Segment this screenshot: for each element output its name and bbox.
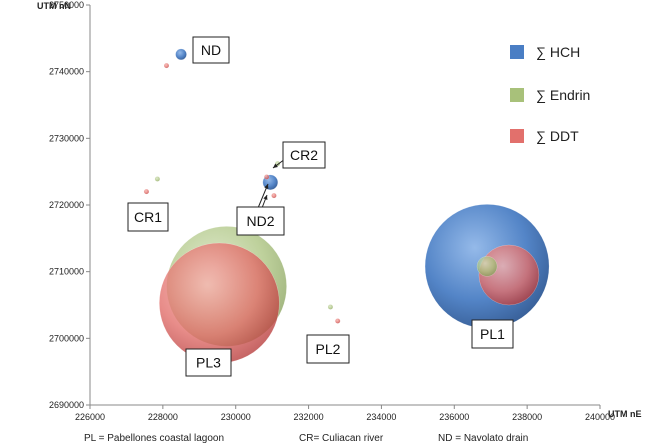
- legend: ∑ HCH ∑ Endrin ∑ DDT: [510, 44, 590, 144]
- y-tick-label: 2690000: [49, 400, 84, 410]
- x-tick-label: 238000: [512, 412, 542, 422]
- y-tick-label: 2710000: [49, 267, 84, 277]
- x-tick-label: 230000: [221, 412, 251, 422]
- arrow-head: [264, 184, 269, 189]
- site-label-text: CR1: [134, 209, 162, 225]
- site-label-box: [306, 334, 350, 364]
- tick-group: 226000 228000 230000 232000 234000 236000 2380…: [49, 0, 615, 422]
- bubble-endrin: [154, 176, 161, 182]
- site-label-box: [471, 319, 514, 349]
- site-label-text: PL1: [480, 326, 505, 342]
- x-tick-label: 236000: [439, 412, 469, 422]
- bubble-ddt: [163, 62, 170, 69]
- x-tick-label: 226000: [75, 412, 105, 422]
- bubble-ddt: [143, 188, 150, 195]
- x-axis-title: UTM nE: [608, 409, 642, 419]
- bubble-hch: [175, 48, 187, 61]
- y-tick-label: 2700000: [49, 333, 84, 343]
- legend-label-hch: ∑ HCH: [536, 44, 580, 60]
- site-label-box: [185, 348, 232, 377]
- legend-swatch-hch: [510, 45, 524, 59]
- footnote-pl: PL = Pabellones coastal lagoon: [84, 433, 225, 444]
- y-tick-label: 2720000: [49, 200, 84, 210]
- bubble-ddt: [159, 242, 280, 364]
- legend-label-endrin: ∑ Endrin: [536, 87, 590, 103]
- site-label-text: PL3: [196, 355, 221, 371]
- legend-swatch-endrin: [510, 88, 524, 102]
- bubble-ddt: [263, 174, 270, 180]
- x-tick-label: 234000: [366, 412, 396, 422]
- bubble-endrin: [327, 304, 334, 310]
- site-label-text: PL2: [316, 341, 341, 357]
- y-tick-label: 2750000: [49, 0, 84, 10]
- legend-swatch-ddt: [510, 129, 524, 143]
- y-tick-label: 2740000: [49, 67, 84, 77]
- site-label-text: ND: [201, 42, 221, 58]
- site-label-box: [127, 202, 169, 232]
- x-tick-label: 228000: [148, 412, 178, 422]
- site-label-text: CR2: [290, 147, 318, 163]
- site-label-box: [282, 141, 326, 169]
- footnote-nd: ND = Navolato drain: [438, 433, 529, 444]
- bubble-endrin: [476, 256, 498, 277]
- bubble-ddt: [334, 318, 341, 324]
- arrow-head: [263, 195, 268, 200]
- bubble-ddt: [271, 192, 277, 199]
- y-axis-title: UTM nN: [37, 1, 71, 11]
- x-tick-label: 240000: [585, 412, 615, 422]
- site-labels: ND CR2 CR1 ND2 PL1 PL2 PL3: [127, 36, 514, 377]
- legend-label-ddt: ∑ DDT: [536, 128, 579, 144]
- y-tick-label: 2730000: [49, 133, 84, 143]
- site-label-box: [236, 206, 285, 236]
- arrow-head: [273, 163, 278, 168]
- bubble-group: [143, 48, 550, 364]
- site-label-box: [192, 36, 230, 64]
- x-tick-label: 232000: [294, 412, 324, 422]
- footnote-cr: CR= Culiacan river: [299, 433, 384, 444]
- site-label-text: ND2: [246, 213, 274, 229]
